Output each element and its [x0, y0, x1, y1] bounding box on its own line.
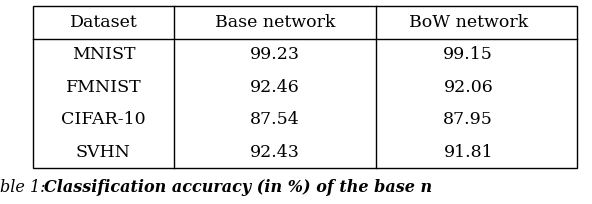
- Text: 92.46: 92.46: [250, 79, 300, 96]
- Text: SVHN: SVHN: [76, 144, 131, 161]
- Text: Classification accuracy (in %) of the base n: Classification accuracy (in %) of the ba…: [44, 179, 433, 196]
- Text: CIFAR-10: CIFAR-10: [61, 111, 146, 128]
- Text: 92.43: 92.43: [250, 144, 300, 161]
- Text: FMNIST: FMNIST: [66, 79, 141, 96]
- Text: 92.06: 92.06: [443, 79, 493, 96]
- Text: MNIST: MNIST: [72, 46, 135, 63]
- Text: 87.95: 87.95: [443, 111, 493, 128]
- Text: ble 1:: ble 1:: [0, 179, 51, 196]
- Text: Base network: Base network: [215, 14, 335, 31]
- Text: 87.54: 87.54: [250, 111, 300, 128]
- Text: 91.81: 91.81: [443, 144, 493, 161]
- Text: BoW network: BoW network: [408, 14, 528, 31]
- Text: 99.23: 99.23: [250, 46, 300, 63]
- Text: ble 1:: ble 1:: [0, 179, 51, 196]
- Text: 99.15: 99.15: [443, 46, 493, 63]
- Text: Dataset: Dataset: [69, 14, 137, 31]
